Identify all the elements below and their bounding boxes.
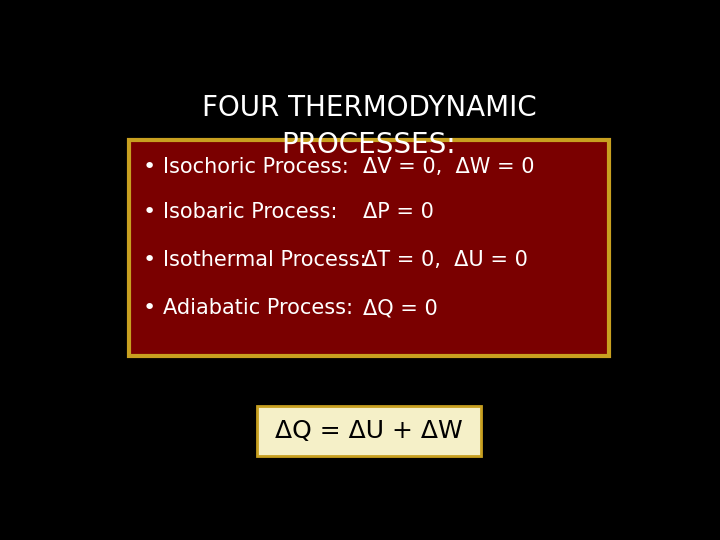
Text: •: • <box>143 202 156 222</box>
Text: •: • <box>143 298 156 318</box>
Text: ΔQ = 0: ΔQ = 0 <box>364 298 438 318</box>
Text: Adiabatic Process:: Adiabatic Process: <box>163 298 353 318</box>
Text: ΔT = 0,  ΔU = 0: ΔT = 0, ΔU = 0 <box>364 250 528 270</box>
Text: Isobaric Process:: Isobaric Process: <box>163 202 337 222</box>
Text: ΔQ = ΔU + ΔW: ΔQ = ΔU + ΔW <box>275 418 463 443</box>
Text: •: • <box>143 157 156 177</box>
Text: ΔV = 0,  ΔW = 0: ΔV = 0, ΔW = 0 <box>364 157 535 177</box>
Text: Isothermal Process:: Isothermal Process: <box>163 250 366 270</box>
Text: Isochoric Process:: Isochoric Process: <box>163 157 348 177</box>
Text: •: • <box>143 250 156 270</box>
FancyBboxPatch shape <box>129 140 609 356</box>
Text: ΔP = 0: ΔP = 0 <box>364 202 434 222</box>
FancyBboxPatch shape <box>258 406 481 456</box>
Text: FOUR THERMODYNAMIC
PROCESSES:: FOUR THERMODYNAMIC PROCESSES: <box>202 94 536 159</box>
